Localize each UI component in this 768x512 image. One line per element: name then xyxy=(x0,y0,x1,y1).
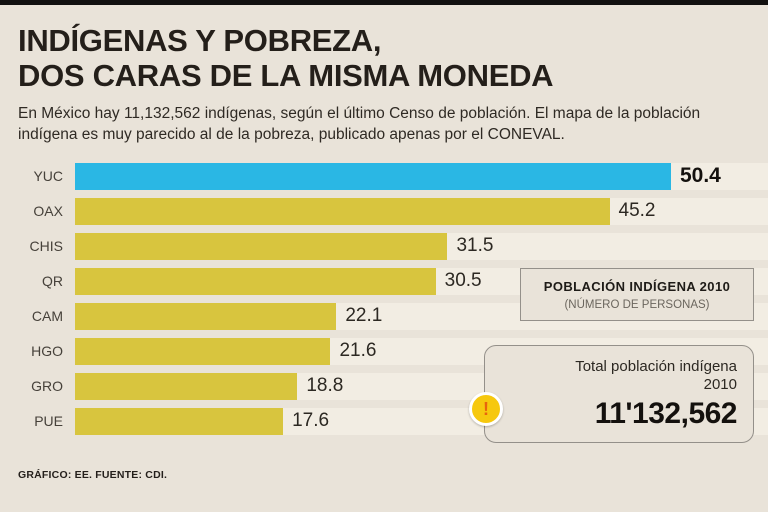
bar-category-label: GRO xyxy=(31,378,63,394)
bar xyxy=(75,407,284,435)
total-label-line-2: 2010 xyxy=(703,376,737,393)
bar-value-label: 30.5 xyxy=(444,270,482,291)
bar-row: OAX 45.2 xyxy=(0,197,768,225)
credit-line: GRÁFICO: EE. FUENTE: CDI. xyxy=(18,469,168,481)
bar xyxy=(75,232,448,260)
top-rule xyxy=(0,0,768,5)
bar-track: 22.1 xyxy=(75,302,768,330)
bar-category-label: PUE xyxy=(34,413,63,429)
bar-track: 45.2 xyxy=(75,197,768,225)
bar xyxy=(75,267,436,295)
bar xyxy=(75,162,671,190)
bar xyxy=(75,302,337,330)
bar-category-label: QR xyxy=(42,273,63,289)
bar-category-label: CAM xyxy=(31,308,63,324)
bar xyxy=(75,372,298,400)
exclamation-icon: ! xyxy=(469,392,503,426)
bar-category-label: YUC xyxy=(33,168,63,184)
total-label-line-1: Total población indígena xyxy=(575,358,737,375)
page-title: INDÍGENAS Y POBREZA, DOS CARAS DE LA MISM… xyxy=(18,23,748,94)
bar-value-label: 45.2 xyxy=(618,200,656,221)
bar-value-label: 22.1 xyxy=(345,305,383,326)
bar-value-label: 18.8 xyxy=(306,375,344,396)
legend-title: POBLACIÓN INDÍGENA 2010 xyxy=(543,279,731,294)
intro-text: En México hay 11,132,562 indígenas, segú… xyxy=(18,104,701,143)
bar-value-label: 31.5 xyxy=(456,235,494,256)
bar-row: CHIS 31.5 xyxy=(0,232,768,260)
bar-value-label: 21.6 xyxy=(339,340,377,361)
bar-category-label: CHIS xyxy=(29,238,63,254)
bar-row: YUC 50.4 xyxy=(0,162,768,190)
bar-category-label: OAX xyxy=(33,203,63,219)
header: INDÍGENAS Y POBREZA, DOS CARAS DE LA MISM… xyxy=(0,5,768,146)
legend-subtitle: (NÚMERO DE PERSONAS) xyxy=(564,299,710,311)
bar xyxy=(75,337,331,365)
bar-value-label: 50.4 xyxy=(679,164,721,187)
legend-box: POBLACIÓN INDÍGENA 2010 (NÚMERO DE PERSO… xyxy=(520,268,754,321)
bar-track: 50.4 xyxy=(75,162,768,190)
total-value: 11'132,562 xyxy=(594,397,738,430)
title-line-1: INDÍGENAS Y POBREZA, xyxy=(18,23,382,58)
title-line-2: DOS CARAS DE LA MISMA MONEDA xyxy=(18,58,554,94)
bar-category-label: HGO xyxy=(31,343,63,359)
bar-track: 31.5 xyxy=(75,232,768,260)
bar xyxy=(75,197,610,225)
bar-row: CAM 22.1 xyxy=(0,302,768,330)
total-population-box: ! Total población indígena 2010 11'132,5… xyxy=(469,345,754,443)
bar-value-label: 17.6 xyxy=(292,410,330,431)
